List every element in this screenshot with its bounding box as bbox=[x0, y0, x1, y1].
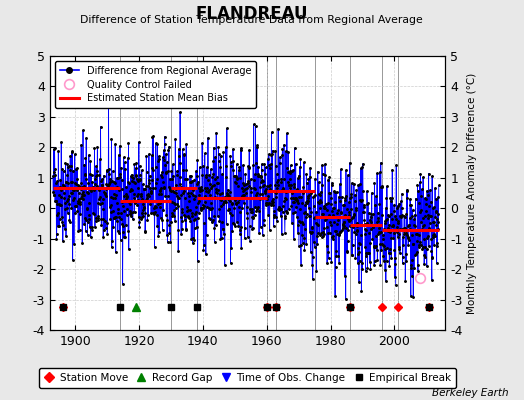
Y-axis label: Monthly Temperature Anomaly Difference (°C): Monthly Temperature Anomaly Difference (… bbox=[467, 72, 477, 314]
Text: Berkeley Earth: Berkeley Earth bbox=[432, 388, 508, 398]
Legend: Difference from Regional Average, Quality Control Failed, Estimated Station Mean: Difference from Regional Average, Qualit… bbox=[54, 61, 256, 108]
Text: Difference of Station Temperature Data from Regional Average: Difference of Station Temperature Data f… bbox=[80, 15, 423, 25]
Legend: Station Move, Record Gap, Time of Obs. Change, Empirical Break: Station Move, Record Gap, Time of Obs. C… bbox=[39, 368, 456, 388]
Text: FLANDREAU: FLANDREAU bbox=[195, 5, 308, 23]
